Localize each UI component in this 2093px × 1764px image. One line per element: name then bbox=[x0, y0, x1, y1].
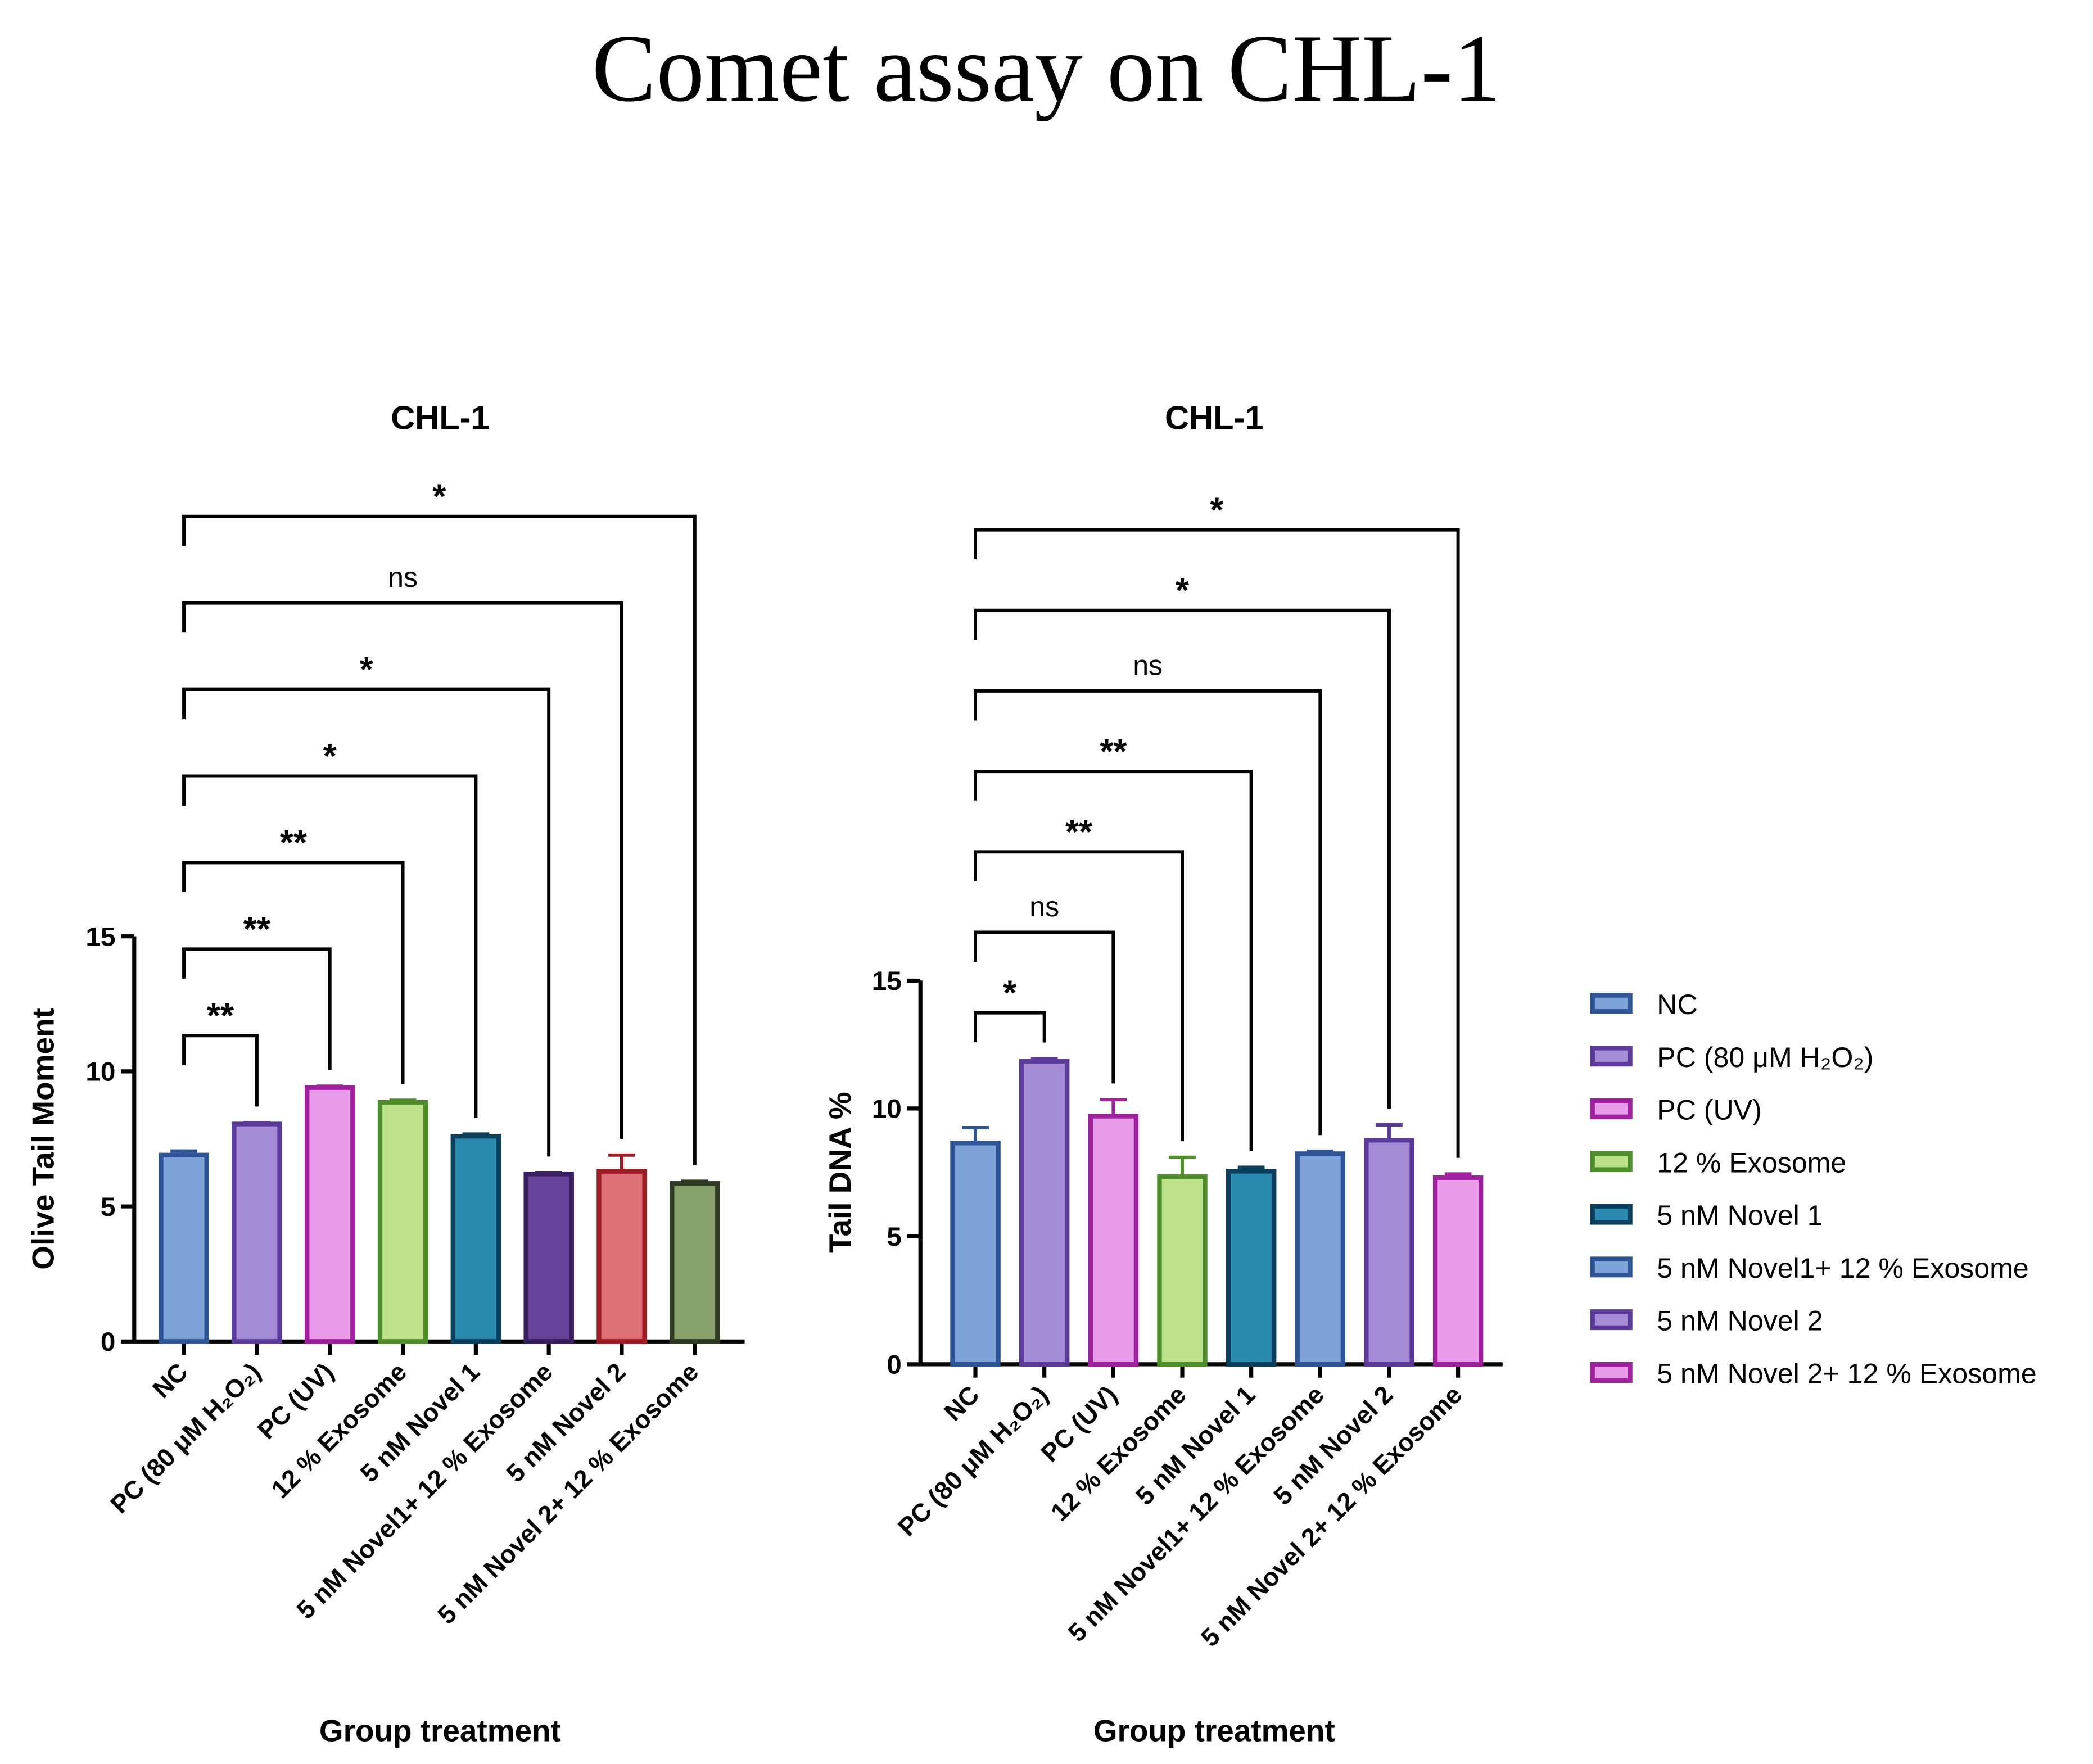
y-axis-label: Olive Tail Moment bbox=[26, 1008, 61, 1270]
x-axis-label: Group treatment bbox=[1093, 1713, 1335, 1748]
legend-label: PC (UV) bbox=[1657, 1094, 1762, 1126]
significance-bracket bbox=[974, 689, 1322, 1136]
legend-swatch bbox=[1590, 1309, 1633, 1331]
significance-label: * bbox=[1003, 974, 1017, 1012]
bar bbox=[377, 1100, 428, 1344]
significance-bracket bbox=[974, 528, 1460, 1158]
legend-swatch bbox=[1590, 1151, 1633, 1172]
significance-bracket bbox=[182, 514, 697, 1165]
significance-bracket bbox=[974, 1011, 1046, 1043]
x-tick-label: NC bbox=[938, 1380, 984, 1426]
bar bbox=[450, 1133, 501, 1344]
legend-label: NC bbox=[1657, 989, 1697, 1020]
significance-bracket bbox=[974, 770, 1253, 1151]
x-tick-label: 5 nM Novel 2 bbox=[1268, 1380, 1399, 1510]
significance-label: * bbox=[432, 477, 446, 516]
bar bbox=[1295, 1151, 1346, 1367]
legend-swatch bbox=[1590, 1204, 1633, 1225]
legend-swatch bbox=[1590, 1046, 1633, 1067]
legend-swatch bbox=[1590, 1362, 1633, 1383]
bar bbox=[1088, 1114, 1139, 1367]
significance-bracket bbox=[182, 1034, 259, 1107]
significance-bracket bbox=[182, 601, 623, 1139]
bar bbox=[670, 1181, 720, 1344]
significance-label: * bbox=[1176, 571, 1190, 610]
significance-label: ns bbox=[1029, 891, 1059, 922]
bar bbox=[596, 1169, 647, 1344]
x-tick-label: 5 nM Novel 1 bbox=[1130, 1380, 1260, 1510]
legend-label: PC (80 μM H₂O₂) bbox=[1657, 1042, 1873, 1073]
y-tick-label: 15 bbox=[85, 922, 115, 952]
legend-swatch bbox=[1590, 1098, 1633, 1120]
legend-label: 5 nM Novel 2+ 12 % Exosome bbox=[1657, 1358, 2036, 1390]
bar bbox=[1019, 1059, 1070, 1367]
x-tick-label: 12 % Exosome bbox=[266, 1358, 413, 1504]
y-tick-label: 0 bbox=[101, 1327, 116, 1357]
bar bbox=[950, 1141, 1001, 1367]
significance-label: ns bbox=[1133, 649, 1163, 681]
significance-bracket bbox=[974, 850, 1184, 1142]
chart-title: CHL-1 bbox=[1165, 399, 1264, 437]
legend-label: 5 nM Novel1+ 12 % Exosome bbox=[1657, 1252, 2029, 1284]
bar bbox=[232, 1121, 282, 1344]
bar bbox=[159, 1152, 209, 1344]
significance-label: ** bbox=[1100, 732, 1127, 771]
significance-label: ** bbox=[207, 997, 234, 1035]
bar bbox=[1157, 1174, 1208, 1367]
y-tick-label: 15 bbox=[872, 966, 902, 996]
y-tick-label: 0 bbox=[887, 1350, 902, 1380]
x-axis-label: Group treatment bbox=[319, 1713, 561, 1748]
legend-label: 5 nM Novel 1 bbox=[1657, 1200, 1823, 1231]
bar bbox=[523, 1172, 574, 1344]
significance-bracket bbox=[974, 608, 1391, 1109]
y-axis-label: Tail DNA % bbox=[822, 1092, 857, 1253]
y-tick-label: 10 bbox=[85, 1057, 115, 1087]
significance-bracket bbox=[182, 774, 478, 1118]
legend-label: 12 % Exosome bbox=[1657, 1147, 1846, 1178]
legend-swatch bbox=[1590, 993, 1633, 1014]
chart-title: CHL-1 bbox=[391, 399, 490, 437]
page-title: Comet assay on CHL-1 bbox=[592, 15, 1502, 122]
x-tick-label: 5 nM Novel 2+ 12 % Exosome bbox=[432, 1358, 704, 1630]
legend-label: 5 nM Novel 2 bbox=[1657, 1305, 1823, 1337]
bar bbox=[1432, 1175, 1484, 1367]
significance-bracket bbox=[182, 687, 551, 1157]
significance-label: * bbox=[323, 737, 337, 776]
legend-swatch bbox=[1590, 1256, 1633, 1278]
bar bbox=[1364, 1138, 1414, 1367]
significance-bracket bbox=[974, 930, 1115, 1084]
y-tick-label: 10 bbox=[872, 1094, 902, 1124]
bar bbox=[304, 1085, 355, 1344]
significance-label: * bbox=[1210, 491, 1224, 530]
x-tick-label: NC bbox=[147, 1358, 193, 1404]
significance-bracket bbox=[182, 861, 405, 1084]
significance-label: ** bbox=[1065, 813, 1093, 852]
significance-label: ** bbox=[280, 824, 308, 862]
significance-label: * bbox=[360, 650, 374, 689]
bar bbox=[1226, 1169, 1277, 1367]
y-tick-label: 5 bbox=[101, 1192, 116, 1222]
significance-label: ** bbox=[243, 910, 271, 949]
significance-label: ns bbox=[388, 562, 418, 593]
significance-bracket bbox=[182, 947, 332, 1070]
y-tick-label: 5 bbox=[887, 1222, 902, 1252]
